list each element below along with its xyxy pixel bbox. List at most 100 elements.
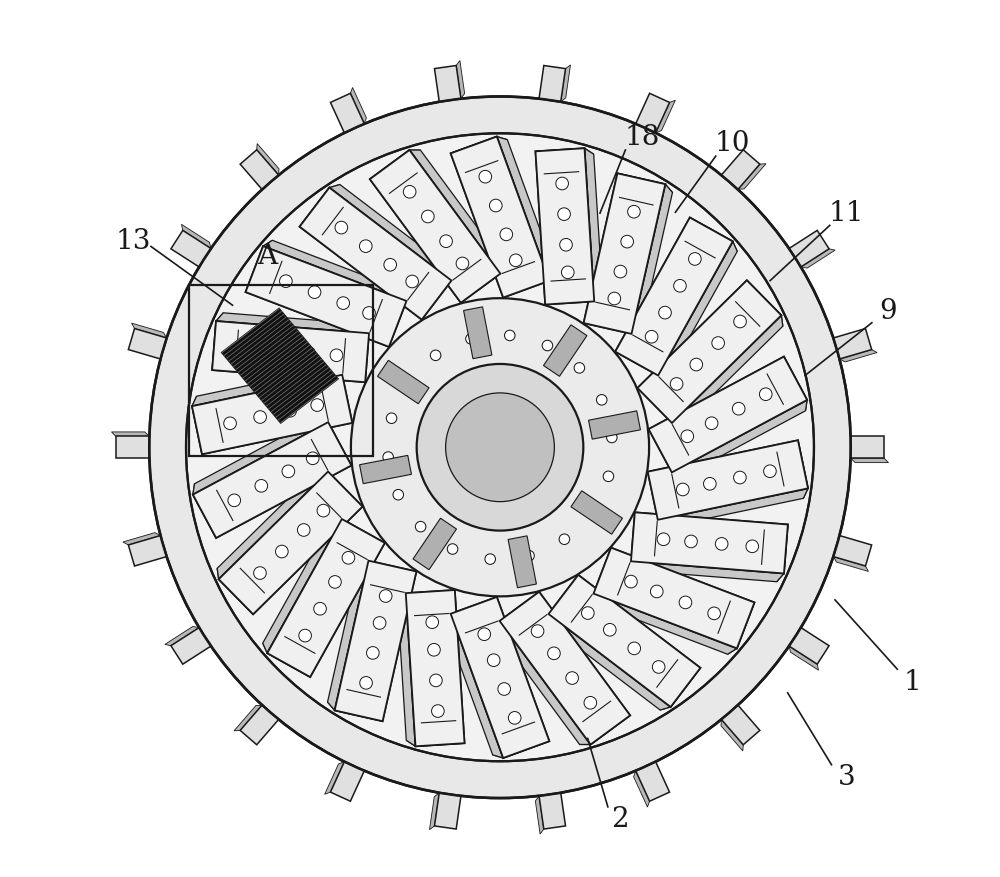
Polygon shape (789, 231, 829, 267)
Circle shape (478, 628, 491, 640)
Circle shape (487, 654, 500, 667)
Circle shape (505, 330, 515, 340)
Circle shape (608, 292, 621, 305)
Text: 11: 11 (829, 200, 864, 226)
Polygon shape (777, 524, 788, 581)
Polygon shape (670, 400, 807, 483)
Circle shape (657, 533, 670, 545)
Text: 1: 1 (903, 669, 921, 695)
Circle shape (415, 522, 426, 532)
Circle shape (681, 430, 694, 443)
Polygon shape (580, 716, 630, 745)
Circle shape (561, 266, 574, 279)
Circle shape (149, 96, 851, 798)
Polygon shape (584, 174, 665, 334)
Polygon shape (111, 431, 149, 436)
Polygon shape (631, 512, 788, 574)
Polygon shape (538, 614, 671, 710)
Polygon shape (648, 440, 808, 520)
Polygon shape (378, 360, 429, 403)
Polygon shape (257, 144, 279, 175)
Circle shape (509, 254, 522, 267)
Circle shape (335, 221, 348, 234)
Polygon shape (192, 365, 347, 406)
Text: 10: 10 (715, 131, 750, 157)
Polygon shape (300, 188, 451, 319)
Circle shape (566, 672, 578, 684)
Circle shape (351, 298, 649, 596)
Polygon shape (782, 357, 807, 410)
Circle shape (456, 257, 469, 270)
Polygon shape (217, 460, 328, 579)
Polygon shape (246, 240, 272, 292)
Circle shape (314, 602, 326, 615)
Circle shape (524, 551, 534, 561)
Polygon shape (123, 532, 160, 545)
Polygon shape (181, 225, 211, 248)
Polygon shape (721, 150, 760, 189)
Circle shape (548, 647, 560, 660)
Circle shape (282, 465, 295, 478)
Polygon shape (267, 519, 385, 677)
Circle shape (690, 358, 703, 371)
Polygon shape (370, 150, 420, 179)
Polygon shape (834, 329, 872, 359)
Polygon shape (672, 316, 783, 434)
Polygon shape (192, 374, 352, 454)
Circle shape (708, 607, 720, 620)
Polygon shape (193, 484, 218, 538)
Polygon shape (440, 610, 503, 758)
Circle shape (255, 480, 268, 492)
Circle shape (406, 275, 418, 288)
Circle shape (704, 477, 716, 490)
Polygon shape (535, 148, 594, 304)
Polygon shape (801, 249, 835, 268)
Polygon shape (192, 374, 352, 454)
Polygon shape (330, 93, 364, 132)
Circle shape (685, 535, 697, 548)
Circle shape (430, 674, 442, 687)
Polygon shape (300, 188, 451, 319)
Polygon shape (653, 488, 808, 530)
Polygon shape (456, 61, 465, 98)
Polygon shape (193, 411, 330, 495)
Text: 3: 3 (838, 765, 855, 791)
Polygon shape (132, 323, 166, 338)
Circle shape (447, 544, 458, 554)
Circle shape (587, 506, 597, 517)
Polygon shape (397, 587, 416, 746)
Polygon shape (434, 793, 461, 829)
Circle shape (272, 345, 285, 357)
Circle shape (303, 346, 315, 360)
Polygon shape (535, 148, 594, 304)
Polygon shape (489, 621, 591, 745)
Text: A: A (258, 243, 278, 269)
Polygon shape (128, 536, 166, 566)
Polygon shape (116, 436, 149, 458)
Circle shape (422, 210, 434, 223)
Circle shape (508, 711, 521, 724)
Circle shape (466, 333, 476, 344)
Circle shape (603, 471, 614, 481)
Polygon shape (328, 553, 368, 710)
Circle shape (430, 350, 441, 360)
Polygon shape (451, 597, 549, 758)
Polygon shape (500, 592, 630, 745)
Polygon shape (219, 472, 363, 614)
Polygon shape (409, 150, 511, 274)
Circle shape (558, 208, 570, 220)
Circle shape (628, 205, 640, 218)
Circle shape (446, 393, 554, 502)
Polygon shape (834, 557, 868, 572)
Polygon shape (217, 568, 253, 614)
Circle shape (489, 199, 502, 212)
Polygon shape (624, 561, 784, 581)
Polygon shape (406, 738, 465, 746)
Circle shape (299, 630, 311, 642)
Polygon shape (165, 626, 199, 645)
Polygon shape (328, 702, 383, 721)
Polygon shape (584, 174, 665, 334)
Polygon shape (721, 705, 760, 745)
Polygon shape (631, 512, 788, 574)
Polygon shape (649, 357, 807, 473)
